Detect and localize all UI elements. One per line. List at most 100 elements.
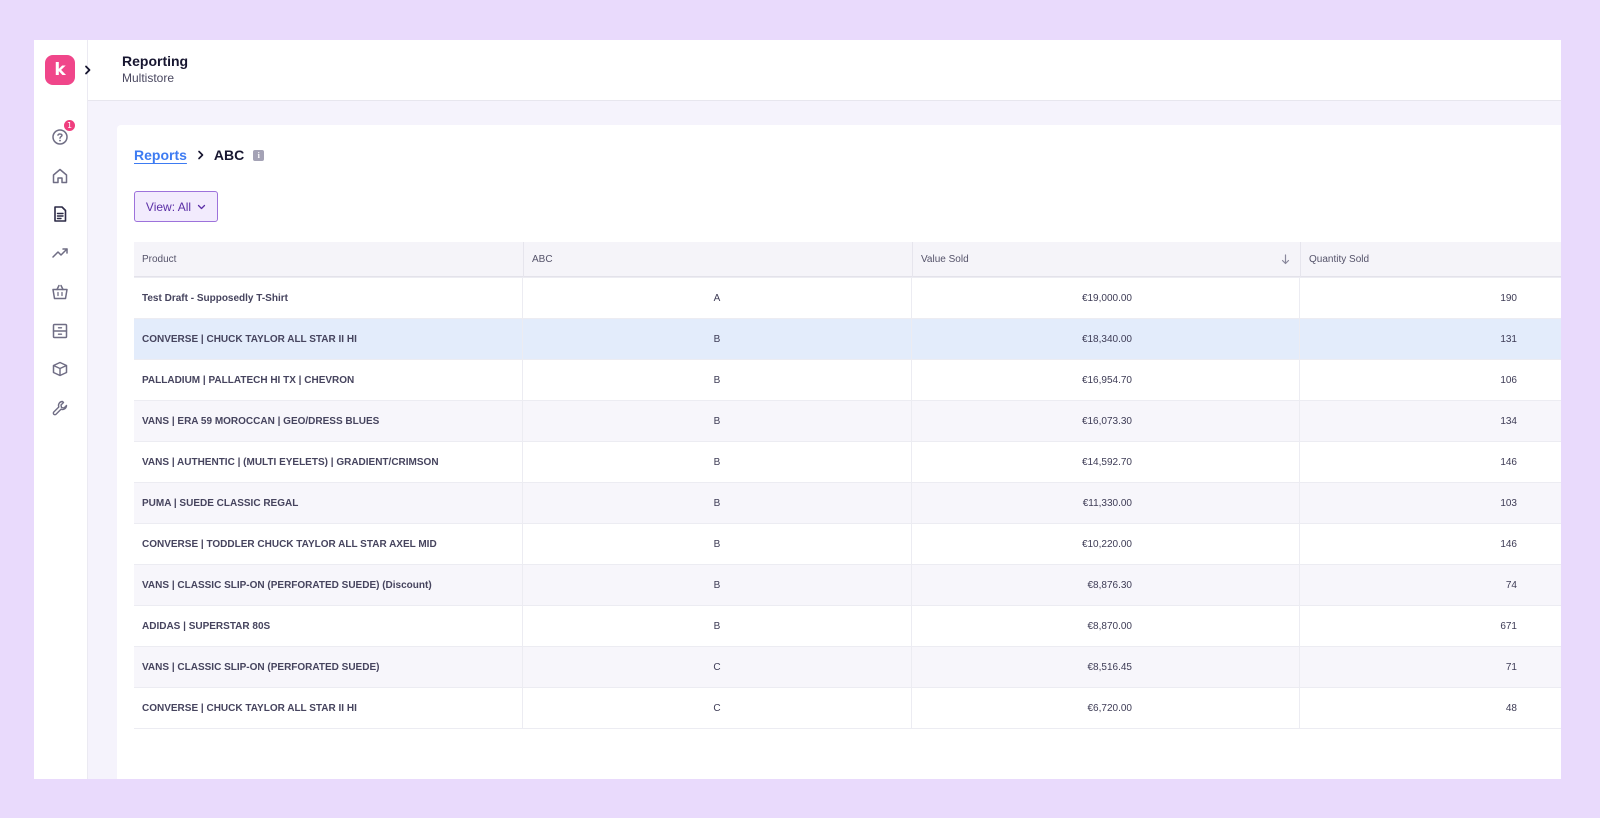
- column-header-abc[interactable]: ABC: [523, 242, 912, 277]
- cell-product: PUMA | SUEDE CLASSIC REGAL: [134, 483, 523, 523]
- breadcrumb-separator: [197, 150, 205, 160]
- cell-quantity-sold: 134: [1500, 415, 1517, 427]
- table-row[interactable]: CONVERSE | CHUCK TAYLOR ALL STAR II HI B €…: [134, 319, 1561, 360]
- cell-quantity-sold: 131: [1500, 333, 1517, 345]
- cell-product: VANS | ERA 59 MOROCCAN | GEO/DRESS BLUES: [134, 401, 523, 441]
- cell-abc-class: B: [523, 401, 912, 441]
- cell-value-sold: €18,340.00: [912, 319, 1300, 359]
- cell-quantity-sold: 103: [1500, 497, 1517, 509]
- table-body: SUPRA | MENS VAIDERB€19,034.40112Test Dr…: [134, 242, 1561, 729]
- cell-value-sold: €8,876.30: [912, 565, 1300, 605]
- page-title: Reporting: [122, 53, 189, 69]
- breadcrumb: Reports ABC i: [134, 147, 265, 163]
- chevron-down-icon: [197, 204, 206, 209]
- sidebar: k 1: [34, 40, 91, 779]
- basket-icon: [52, 284, 68, 300]
- sidebar-item-settings[interactable]: [49, 397, 71, 419]
- info-icon-glyph: i: [257, 150, 260, 160]
- column-header-value-sold[interactable]: Value Sold: [912, 242, 1300, 277]
- cell-abc-class: A: [523, 278, 912, 318]
- table-header: Product ABC Value Sold Quantity Sold: [134, 242, 1561, 277]
- cell-abc-class: B: [523, 483, 912, 523]
- cell-product: ADIDAS | SUPERSTAR 80S: [134, 606, 523, 646]
- cell-value-sold: €11,330.00: [912, 483, 1300, 523]
- table-row[interactable]: VANS | ERA 59 MOROCCAN | GEO/DRESS BLUES…: [134, 401, 1561, 442]
- sidebar-item-analytics[interactable]: [49, 242, 71, 264]
- column-header-value-sold-label: Value Sold: [921, 254, 969, 265]
- sidebar-expand-button[interactable]: [81, 60, 95, 80]
- report-card: Reports ABC i View: All P: [117, 125, 1561, 779]
- cell-product: PALLADIUM | PALLATECH HI TX | CHEVRON: [134, 360, 523, 400]
- sidebar-item-help[interactable]: 1: [49, 120, 75, 148]
- table-row[interactable]: CONVERSE | TODDLER CHUCK TAYLOR ALL STAR…: [134, 524, 1561, 565]
- trending-icon: [52, 248, 68, 258]
- sidebar-item-home[interactable]: [49, 165, 71, 187]
- cell-quantity-sold: 146: [1500, 538, 1517, 550]
- cell-quantity-sold: 74: [1505, 579, 1517, 591]
- box-icon: [52, 361, 68, 377]
- cell-abc-class: B: [523, 565, 912, 605]
- cell-abc-class: C: [523, 688, 912, 728]
- notification-badge: 1: [64, 120, 75, 131]
- table-row[interactable]: Test Draft - Supposedly T-Shirt A €19,000.…: [134, 278, 1561, 319]
- sidebar-item-reports[interactable]: [49, 203, 71, 225]
- app-window: k 1: [34, 40, 1561, 779]
- logo-letter: k: [54, 59, 66, 80]
- breadcrumb-reports-link[interactable]: Reports: [134, 147, 187, 163]
- cell-product: CONVERSE | CHUCK TAYLOR ALL STAR II HI: [134, 319, 523, 359]
- table-row[interactable]: VANS | CLASSIC SLIP-ON (PERFORATED SUEDE…: [134, 647, 1561, 688]
- cell-value-sold: €16,073.30: [912, 401, 1300, 441]
- cell-quantity-sold: 190: [1500, 292, 1517, 304]
- cell-value-sold: €6,720.00: [912, 688, 1300, 728]
- home-icon: [52, 168, 68, 184]
- main-content: Reports ABC i View: All P: [88, 101, 1561, 779]
- reports-icon: [54, 206, 67, 222]
- cell-abc-class: B: [523, 360, 912, 400]
- cell-product: VANS | CLASSIC SLIP-ON (PERFORATED SUEDE…: [134, 647, 523, 687]
- cell-product: CONVERSE | TODDLER CHUCK TAYLOR ALL STAR…: [134, 524, 523, 564]
- table-row[interactable]: ADIDAS | SUPERSTAR 80S B €8,870.00 671: [134, 606, 1561, 647]
- store-name: Multistore: [122, 71, 175, 85]
- cell-abc-class: B: [523, 319, 912, 359]
- column-header-product[interactable]: Product: [142, 254, 177, 265]
- sidebar-item-products[interactable]: [49, 358, 71, 380]
- cell-quantity-sold: 146: [1500, 456, 1517, 468]
- page-header: Reporting Multistore: [88, 40, 1561, 101]
- cell-product: VANS | CLASSIC SLIP-ON (PERFORATED SUEDE…: [134, 565, 523, 605]
- cell-quantity-sold: 48: [1505, 702, 1517, 714]
- cell-value-sold: €8,870.00: [912, 606, 1300, 646]
- cell-abc-class: B: [523, 606, 912, 646]
- view-filter-dropdown[interactable]: View: All: [134, 191, 218, 222]
- column-header-quantity-sold[interactable]: Quantity Sold: [1300, 242, 1540, 277]
- cell-value-sold: €10,220.00: [912, 524, 1300, 564]
- table-row[interactable]: CONVERSE | CHUCK TAYLOR ALL STAR II HI C €…: [134, 688, 1561, 729]
- view-filter-label: View: All: [145, 199, 192, 214]
- cell-quantity-sold: 106: [1500, 374, 1517, 386]
- cell-value-sold: €16,954.70: [912, 360, 1300, 400]
- chevron-right-icon: [198, 150, 204, 160]
- help-icon: [52, 129, 68, 145]
- table-row[interactable]: PUMA | SUEDE CLASSIC REGAL B €11,330.00 103: [134, 483, 1561, 524]
- cell-quantity-sold: 671: [1500, 620, 1517, 632]
- cell-abc-class: B: [523, 442, 912, 482]
- inventory-icon: [52, 323, 68, 339]
- cell-quantity-sold: 71: [1505, 661, 1517, 673]
- sidebar-item-inventory[interactable]: [49, 320, 71, 342]
- wrench-icon: [52, 400, 68, 416]
- cell-value-sold: €8,516.45: [912, 647, 1300, 687]
- info-icon[interactable]: i: [253, 149, 265, 161]
- sidebar-item-orders[interactable]: [49, 281, 71, 303]
- cell-abc-class: C: [523, 647, 912, 687]
- chevron-right-icon: [85, 65, 91, 75]
- table-row[interactable]: VANS | AUTHENTIC | (MULTI EYELETS) | GRA…: [134, 442, 1561, 483]
- cell-abc-class: B: [523, 524, 912, 564]
- cell-product: CONVERSE | CHUCK TAYLOR ALL STAR II HI: [134, 688, 523, 728]
- abc-report-table: Product ABC Value Sold Quantity Sold SUP…: [134, 242, 1561, 779]
- cell-value-sold: €14,592.70: [912, 442, 1300, 482]
- sort-descending-icon[interactable]: [1281, 254, 1290, 265]
- cell-product: Test Draft - Supposedly T-Shirt: [134, 278, 523, 318]
- table-row[interactable]: VANS | CLASSIC SLIP-ON (PERFORATED SUEDE…: [134, 565, 1561, 606]
- breadcrumb-current: ABC: [213, 147, 245, 163]
- table-row[interactable]: PALLADIUM | PALLATECH HI TX | CHEVRON B €1…: [134, 360, 1561, 401]
- app-logo[interactable]: k: [45, 55, 75, 85]
